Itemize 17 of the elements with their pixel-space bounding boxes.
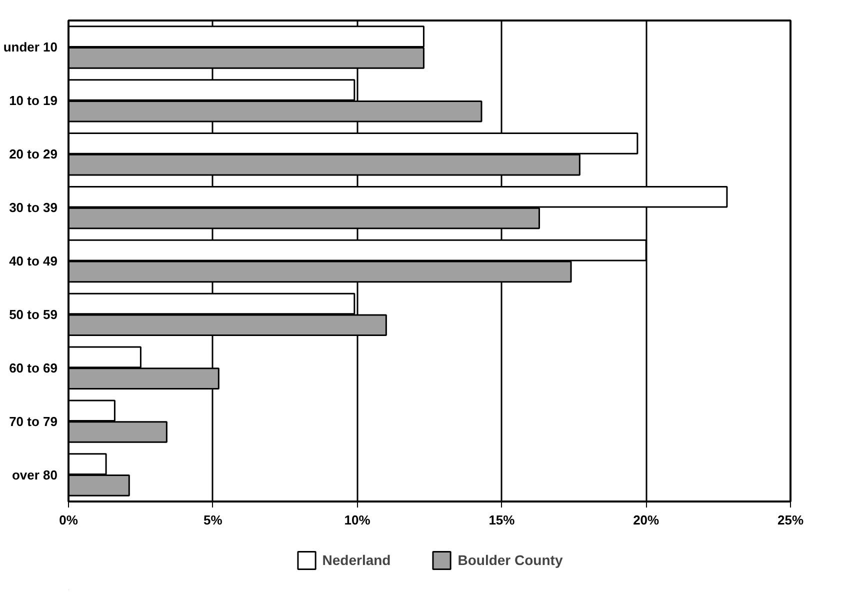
legend-label: Nederland <box>322 552 391 568</box>
y-tick-label: 20 to 29 <box>9 146 58 162</box>
y-tick-label: 10 to 19 <box>9 93 58 108</box>
x-tick-label: 5% <box>204 512 223 528</box>
y-tick-label: 60 to 69 <box>9 360 58 376</box>
legend-label: Boulder County <box>458 552 563 568</box>
y-tick-label: 70 to 79 <box>9 414 58 429</box>
x-tick-label: 25% <box>777 512 804 528</box>
y-tick-label: 40 to 49 <box>9 254 58 268</box>
x-tick-label: 0% <box>59 512 78 528</box>
x-tick-label: 20% <box>633 512 660 528</box>
y-tick-label: 30 to 39 <box>9 200 58 216</box>
y-tick-label: over 80 <box>12 467 58 482</box>
y-tick-label: 50 to 59 <box>9 306 58 322</box>
y-tick-label: under 10 <box>3 40 58 55</box>
x-tick-label: 15% <box>488 512 516 528</box>
x-tick-label: 10% <box>344 512 371 528</box>
